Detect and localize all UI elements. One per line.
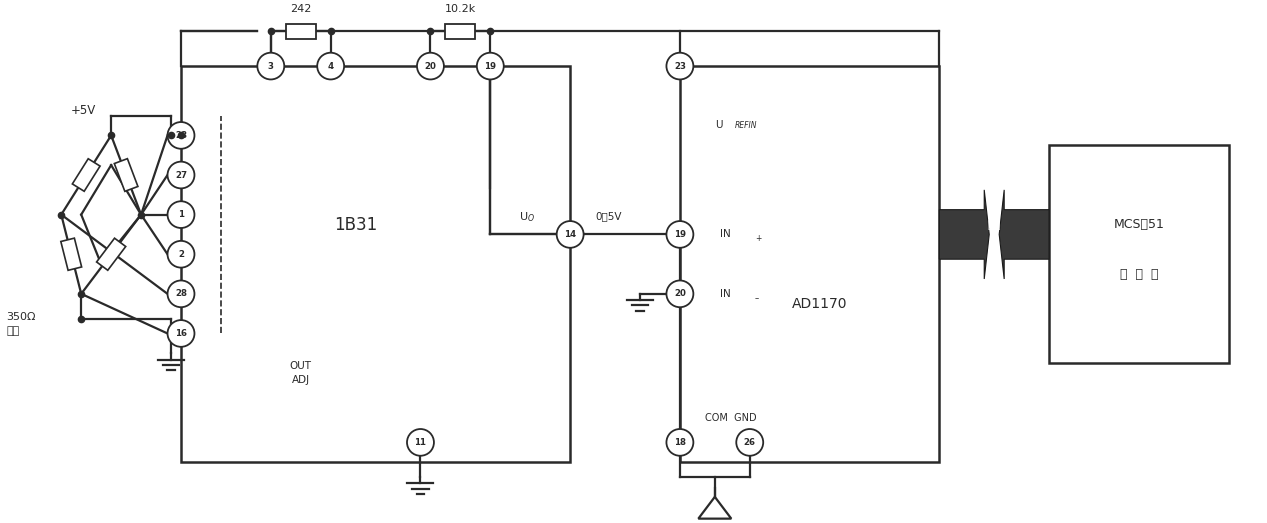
Bar [446,24,475,39]
Text: IN: IN [720,289,731,299]
Text: MCS－51: MCS－51 [1114,218,1164,231]
Text: 3: 3 [267,62,274,71]
Text: 1: 1 [177,210,184,219]
Text: 23: 23 [674,62,685,71]
Circle shape [666,53,693,79]
Text: 16: 16 [175,329,188,338]
Text: 18: 18 [674,438,685,447]
Circle shape [167,320,194,347]
Text: 11: 11 [414,438,427,447]
Text: U$_O$: U$_O$ [519,210,535,223]
Text: IN: IN [720,230,731,240]
Text: 27: 27 [175,170,188,179]
Bar [114,158,138,191]
Polygon shape [939,190,990,279]
Bar [181,66,570,462]
Text: 单  片  机: 单 片 机 [1120,268,1158,280]
Bar [680,66,939,462]
Text: COM  GND: COM GND [704,413,756,423]
Circle shape [167,280,194,307]
Bar [61,238,81,270]
Circle shape [666,221,693,248]
Circle shape [666,429,693,456]
Polygon shape [1000,190,1049,279]
Bar [96,238,125,270]
Circle shape [417,53,443,79]
Text: 总线: 总线 [987,249,1001,259]
Text: 20: 20 [424,62,436,71]
Circle shape [736,429,763,456]
Text: REFIN: REFIN [735,121,758,130]
Circle shape [666,280,693,307]
Circle shape [257,53,284,79]
Circle shape [556,221,584,248]
Bar [1049,145,1229,363]
Text: OUT
ADJ: OUT ADJ [290,361,312,385]
Text: 26: 26 [744,438,755,447]
Text: 242: 242 [290,4,312,14]
Text: 数据: 数据 [987,220,1001,230]
Bar [72,159,100,191]
Circle shape [167,162,194,188]
Text: 1B31: 1B31 [334,215,378,234]
Circle shape [317,53,345,79]
Text: 2: 2 [177,250,184,259]
Text: –: – [755,294,759,303]
Text: 20: 20 [674,289,685,298]
Circle shape [167,241,194,268]
Text: AD1170: AD1170 [792,297,848,311]
Text: 28: 28 [175,131,188,140]
Text: 350Ω
电桥: 350Ω 电桥 [6,312,35,336]
Text: 4: 4 [328,62,333,71]
Text: 19: 19 [674,230,685,239]
Text: 10.2k: 10.2k [445,4,476,14]
Circle shape [407,429,433,456]
Bar [286,24,315,39]
Text: +5V: +5V [71,104,96,117]
Text: 28: 28 [175,289,188,298]
Circle shape [476,53,504,79]
Text: U: U [715,120,722,131]
Text: 14: 14 [564,230,576,239]
Circle shape [167,122,194,149]
Circle shape [167,201,194,228]
Text: 19: 19 [484,62,497,71]
Text: 0～5V: 0～5V [595,212,622,222]
Text: +: + [755,234,761,243]
